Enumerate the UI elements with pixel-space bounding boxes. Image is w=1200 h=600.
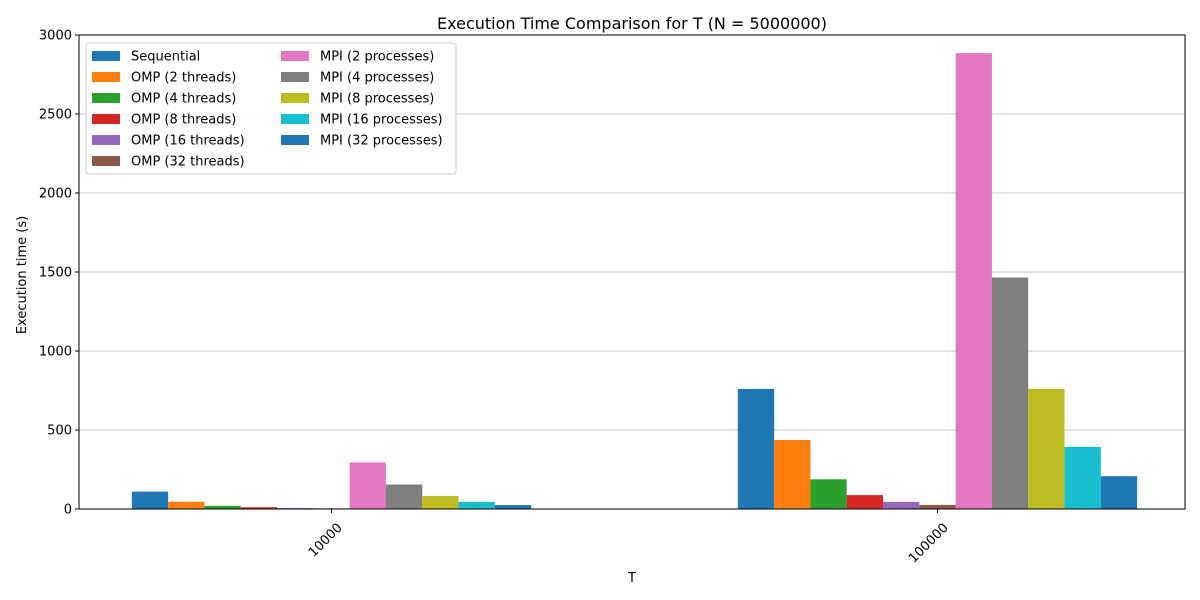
bar xyxy=(1100,476,1138,509)
bar xyxy=(494,505,532,509)
y-axis-label: Execution time (s) xyxy=(15,216,30,334)
legend-swatch xyxy=(281,72,309,82)
bars xyxy=(131,53,1138,510)
legend-swatch xyxy=(92,135,120,145)
legend-label: OMP (16 threads) xyxy=(131,134,245,149)
bar xyxy=(240,507,278,509)
y-axis: 0 500 1000 1500 2000 2500 3000 xyxy=(39,29,79,518)
legend-swatch xyxy=(92,51,120,61)
legend-label: MPI (4 processes) xyxy=(320,71,434,86)
legend-box xyxy=(85,42,457,175)
y-tick-label: 500 xyxy=(47,424,72,439)
bar xyxy=(349,462,386,509)
legend: Sequential OMP (2 threads) OMP (4 threads)… xyxy=(85,42,457,175)
legend-swatch xyxy=(92,114,120,124)
bar xyxy=(131,491,169,509)
x-tick-label: 100000 xyxy=(906,521,952,567)
y-tick-label: 2500 xyxy=(39,108,72,123)
y-tick-label: 1000 xyxy=(39,345,72,360)
legend-label: MPI (32 processes) xyxy=(320,134,443,149)
legend-label: MPI (16 processes) xyxy=(320,113,443,128)
x-axis-label: T xyxy=(627,571,636,586)
legend-label: Sequential xyxy=(131,50,200,65)
legend-swatch xyxy=(281,51,309,61)
bar xyxy=(458,501,495,509)
x-tick-label: 10000 xyxy=(306,521,346,561)
bar xyxy=(991,277,1029,509)
legend-label: OMP (8 threads) xyxy=(131,113,236,128)
x-axis: 10000 100000 xyxy=(306,509,952,566)
y-tick-label: 0 xyxy=(64,503,72,518)
y-tick-label: 3000 xyxy=(39,29,72,44)
legend-swatch xyxy=(281,93,309,103)
bar xyxy=(810,479,847,509)
chart-title: Execution Time Comparison for T (N = 500… xyxy=(437,14,827,33)
bar xyxy=(846,495,884,509)
y-tick-label: 2000 xyxy=(39,187,72,202)
bar xyxy=(955,53,992,510)
bar xyxy=(168,501,205,509)
bar xyxy=(204,505,241,509)
legend-label: MPI (2 processes) xyxy=(320,50,434,65)
legend-swatch xyxy=(281,135,309,145)
bar xyxy=(774,439,811,509)
legend-swatch xyxy=(92,72,120,82)
legend-swatch xyxy=(92,156,120,166)
bar xyxy=(737,388,775,509)
bar xyxy=(919,504,956,509)
bar xyxy=(1028,388,1065,509)
legend-label: OMP (4 threads) xyxy=(131,92,236,107)
y-tick-label: 1500 xyxy=(39,266,72,281)
bar xyxy=(883,501,920,509)
legend-label: OMP (32 threads) xyxy=(131,155,245,170)
legend-label: OMP (2 threads) xyxy=(131,71,236,86)
legend-label: MPI (8 processes) xyxy=(320,92,434,107)
bar xyxy=(1064,446,1101,509)
bar xyxy=(385,484,423,509)
bar xyxy=(422,496,459,509)
legend-swatch xyxy=(281,114,309,124)
legend-swatch xyxy=(92,93,120,103)
